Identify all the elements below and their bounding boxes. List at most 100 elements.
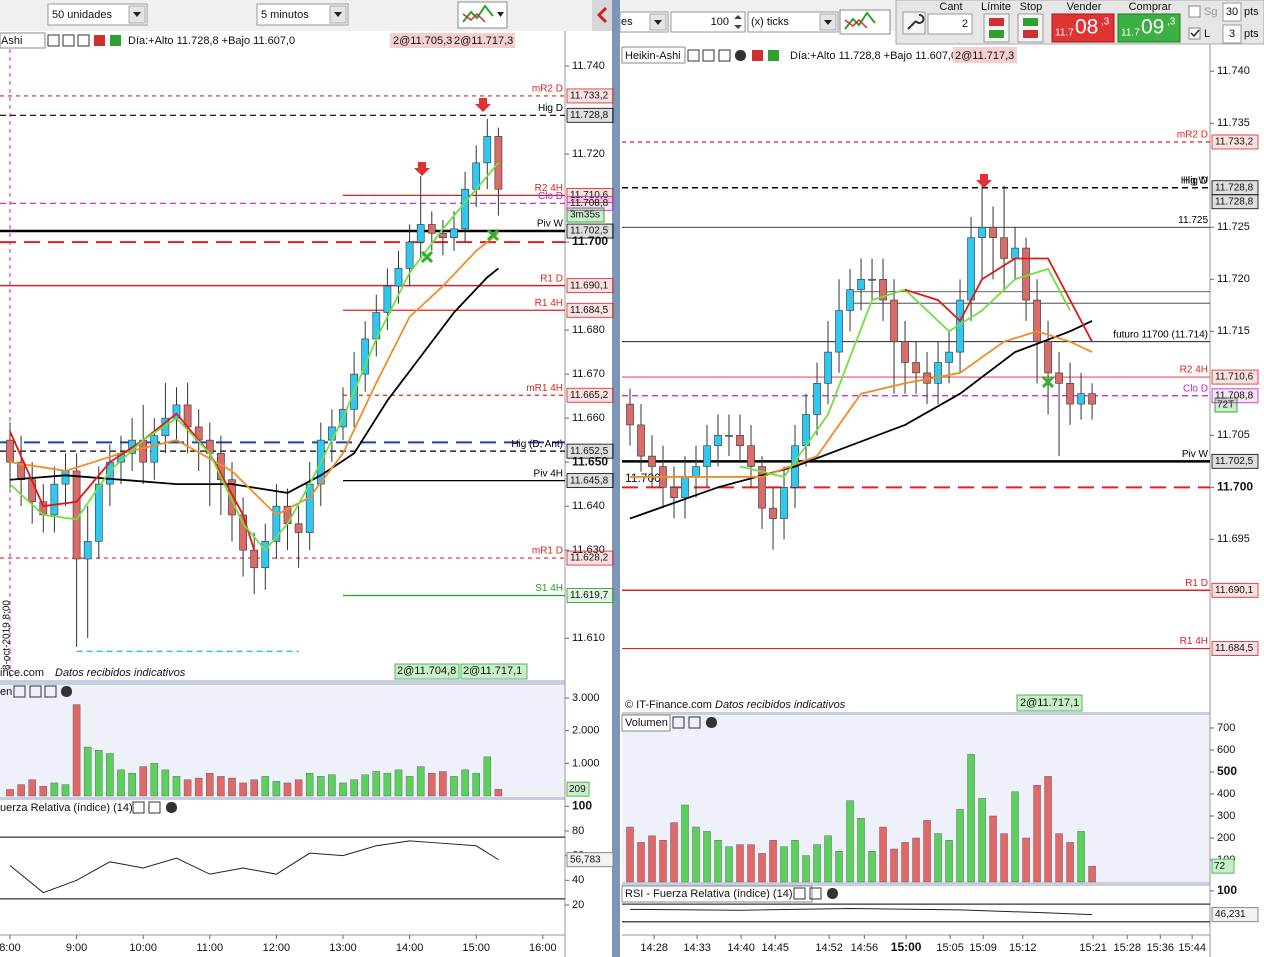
candle-body [989,226,997,238]
volume-bar [780,846,788,883]
volume-bar [934,833,942,883]
indicator-tag[interactable] [621,885,813,903]
header-icons[interactable] [793,887,838,900]
y-tick-label: 11.630 [572,544,605,556]
header-icons[interactable] [672,716,717,729]
level-name: Hig D [538,103,563,114]
x-tick-label: 15:12 [1009,942,1037,954]
header-icons[interactable] [132,801,177,814]
mode-select[interactable]: (x) ticks [747,11,839,33]
prefix-text: es [621,16,633,28]
candle-body [769,507,777,519]
candle-body [934,362,942,384]
l-label: L [1204,28,1210,40]
x-tick-label: 15:28 [1114,942,1142,954]
level-tag [1211,134,1259,150]
volume-bar [802,855,810,883]
sg-checkbox[interactable] [1188,5,1201,18]
candle-body [94,483,103,542]
nav-button[interactable] [592,0,612,31]
candle-body [461,188,469,230]
divider [622,882,1210,886]
timer-tag [566,207,605,223]
candle-body [61,470,70,485]
volume-bar [725,846,733,883]
moving-average [739,267,1071,478]
value-tag [566,781,590,797]
x-tick-label: 10:00 [129,942,157,954]
units-select[interactable]: 50 unidades [47,3,148,26]
level-label: 11.690,1 [1215,585,1254,596]
level-name: Clo D [538,191,563,202]
value-label: 72 [1214,861,1226,872]
settings-button[interactable] [902,11,926,35]
candle-body [305,483,314,533]
header-icons[interactable] [687,49,779,62]
sg-label: Sg [1204,6,1217,18]
header-icons[interactable] [47,34,121,47]
prefix-select[interactable]: es [619,11,669,33]
indicator-tag[interactable] [0,32,46,49]
limit-button[interactable] [983,13,1010,43]
x-tick-label: 15:09 [969,942,997,954]
level-tag [566,278,614,294]
volume-bar [637,842,645,883]
volume-bar [372,771,381,797]
volume-bar [736,844,744,883]
candle-body [901,341,909,363]
volume-bar [161,769,170,797]
level-label: 11.684,5 [1215,643,1254,654]
signal-markers [414,98,1055,389]
candle-body [83,541,92,560]
candle-body [261,541,270,569]
volume-bar [758,853,766,883]
volume-bar [1055,833,1063,883]
volume-bar [6,789,14,797]
volume-bar [139,766,147,797]
indicator-tag[interactable] [621,46,686,64]
chart-style-button[interactable] [839,9,891,35]
sell-button[interactable]: 11.7 08 ,3 [1051,13,1115,43]
volume-bar [714,839,722,883]
candle-body [228,479,236,516]
interval-text: 5 minutos [261,9,309,21]
l-input[interactable]: 3 [1222,24,1242,44]
y-tick-label: 11.715 [1217,325,1250,337]
right-timer: 72T [1217,400,1234,411]
sell-price-frac: ,3 [1101,17,1110,28]
level-tag [1211,194,1259,210]
qty-input[interactable]: 100 [670,11,746,33]
sg-input[interactable]: 30 [1222,2,1242,22]
level-tag [1211,453,1259,469]
volume-bar [692,826,700,883]
rsi-line [9,840,499,894]
left-order: 2@11.705,3 [393,35,452,47]
level-tag [566,588,614,603]
chart-style-button[interactable] [457,1,508,29]
l-checkbox[interactable] [1188,27,1201,40]
volume-bar [383,772,392,797]
level-tag [566,473,614,489]
header-icons[interactable] [13,685,72,698]
volume-bar [1066,842,1074,883]
level-name: R1 4H [1180,636,1208,647]
volume-bar [28,779,36,797]
cant-input[interactable]: 2 [927,13,973,35]
date-label: 8-oct-2019 8:00 [2,600,13,670]
volume-bar [747,844,755,883]
source: © IT-Finance.com [625,699,712,711]
volume-bar [294,779,303,797]
stop-button[interactable] [1017,13,1044,43]
interval-select[interactable]: 5 minutos [256,3,349,26]
stop-label: Stop [1020,1,1043,13]
x-tick-label: 14:52 [815,942,843,954]
y-tick-label: 11.705 [1217,429,1250,441]
volume-bar [250,779,258,797]
volume-bar [439,771,447,797]
splitter[interactable] [612,0,620,957]
indicator-tag[interactable] [621,714,671,732]
fill-tag [1016,694,1083,712]
buy-button[interactable]: 11.7 09 ,3 [1117,13,1181,43]
